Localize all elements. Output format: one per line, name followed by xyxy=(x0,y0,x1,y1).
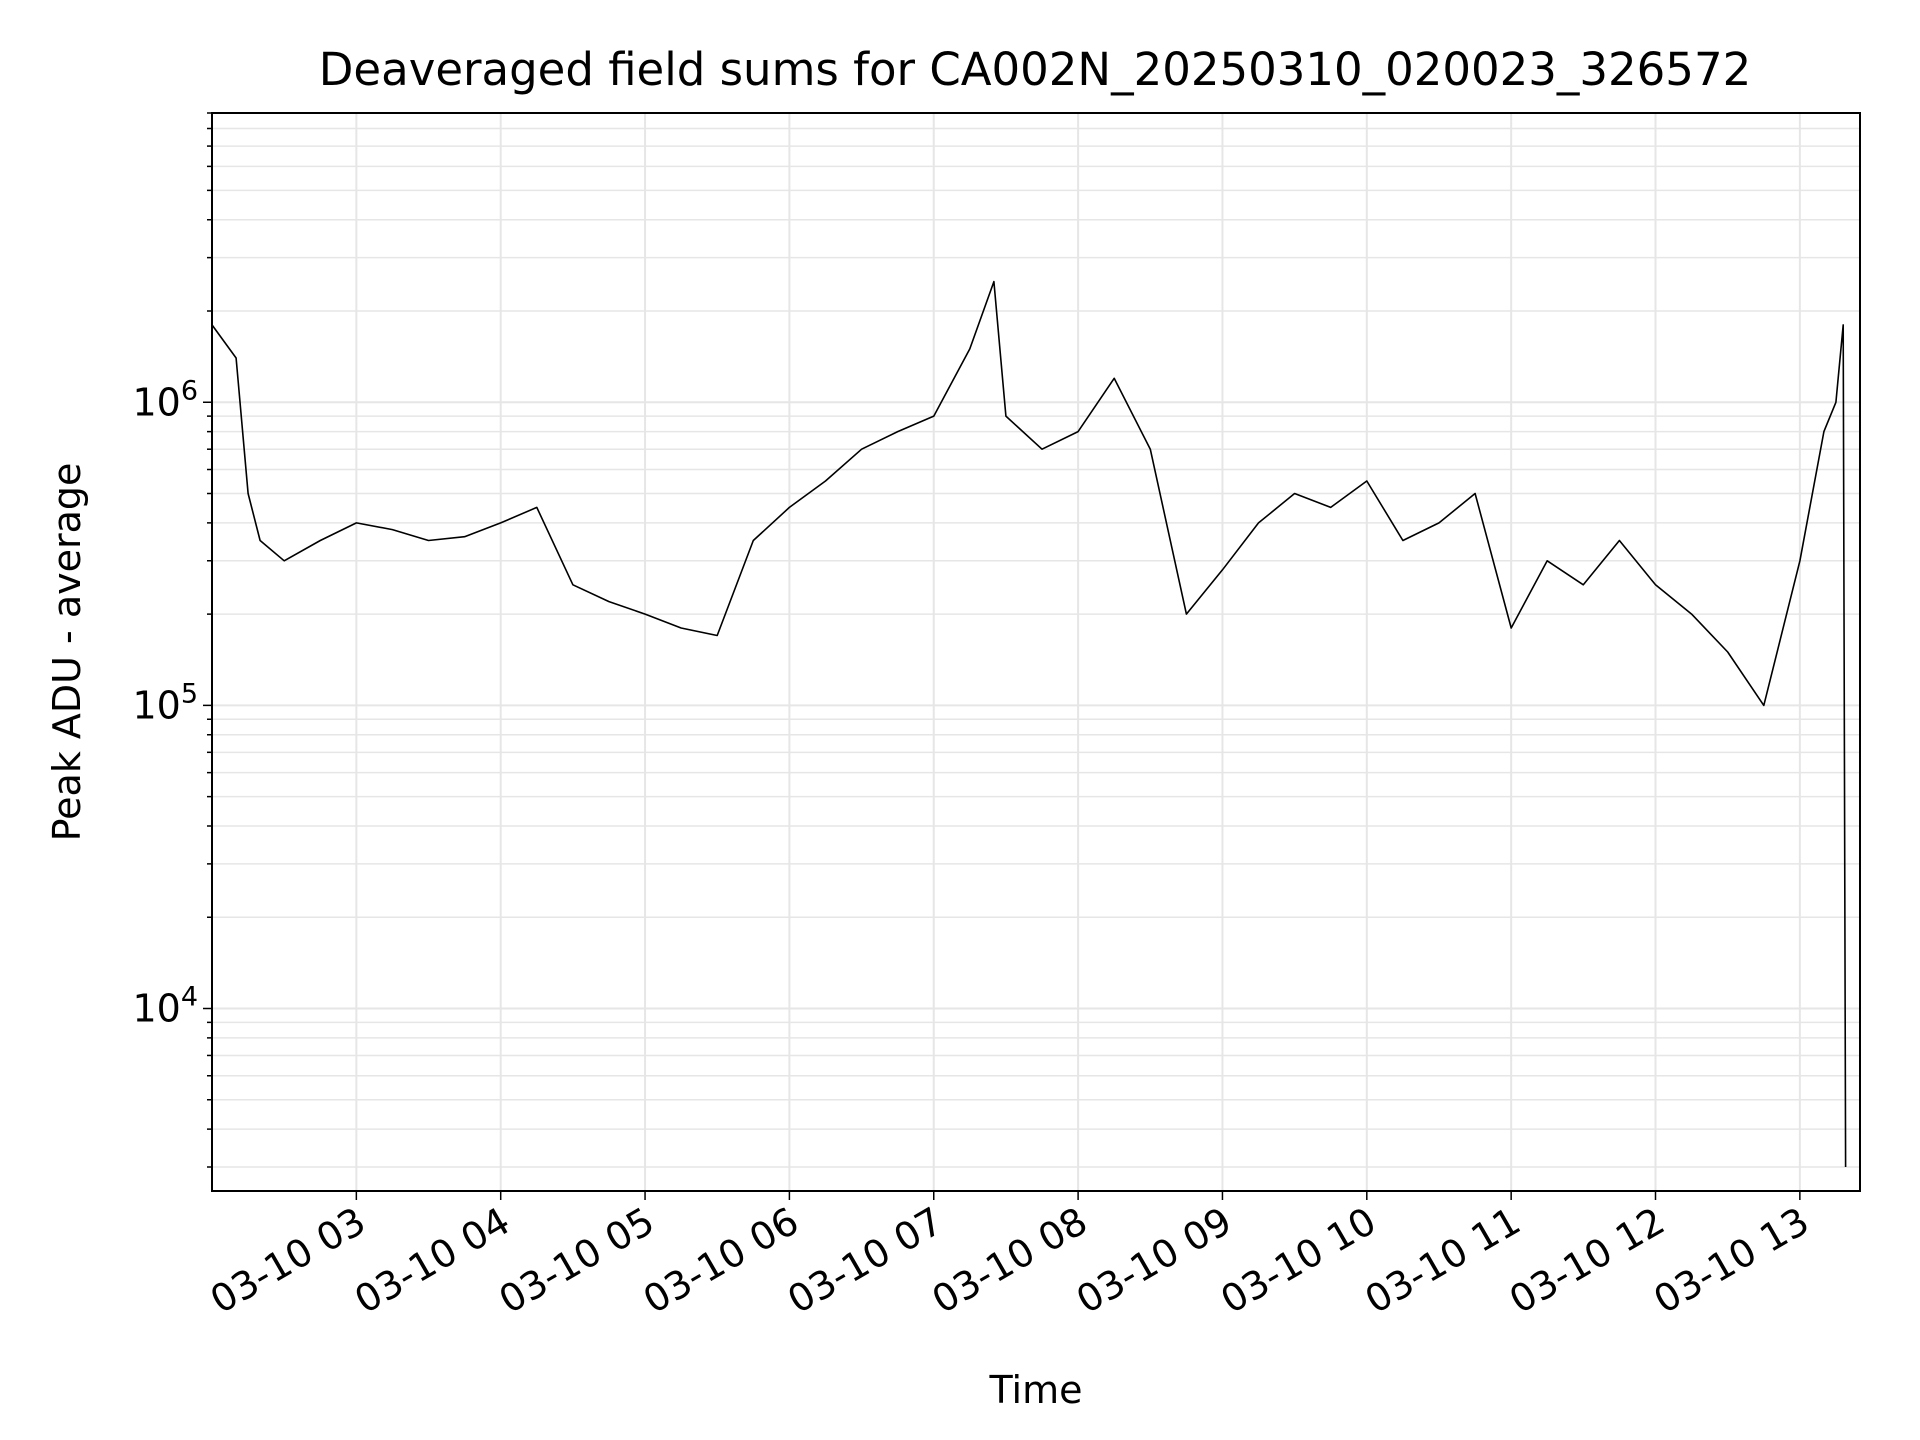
y-tick-label: 105 xyxy=(132,678,198,727)
data-layer xyxy=(211,280,1847,1168)
plot-frame xyxy=(211,112,1861,1192)
y-axis-label: Peak ADU - average xyxy=(45,463,89,842)
data-series-line xyxy=(211,280,1847,1168)
chart-title: Deaveraged field sums for CA002N_2025031… xyxy=(319,43,1751,96)
x-axis-label: Time xyxy=(989,1368,1083,1412)
y-tick-label: 106 xyxy=(132,375,198,424)
y-tick-label: 104 xyxy=(132,982,198,1031)
grid xyxy=(212,112,1860,1191)
